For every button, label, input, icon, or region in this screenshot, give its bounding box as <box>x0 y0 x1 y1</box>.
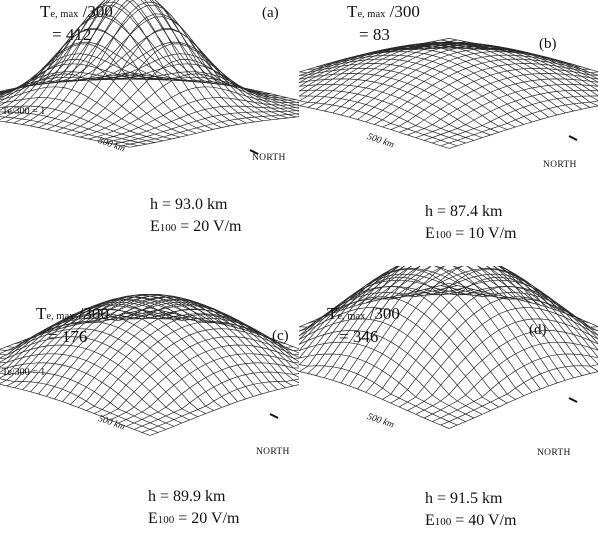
panel-b: Te, max /300 = 83 (b) 500 km NORTH h = 8… <box>299 0 598 266</box>
reference-level-c: Te/300 = 1 <box>2 367 45 378</box>
tmax-label-d: Te, max /300 = 346 <box>327 304 400 347</box>
surface-grid-line <box>0 369 158 433</box>
surface-grid-line <box>300 64 516 127</box>
surface-grid-line <box>441 91 598 146</box>
north-label-d: NORTH <box>537 448 571 458</box>
surface-grid-line <box>449 356 598 429</box>
surface-grid-line <box>316 42 532 109</box>
caption-c: h = 89.9 km E100 = 20 V/m <box>148 486 239 531</box>
tmax-label-a: Te, max /300 = 412 <box>40 2 113 45</box>
caption-b: h = 87.4 km E100 = 10 V/m <box>425 201 516 246</box>
panel-letter-a: (a) <box>262 5 279 22</box>
surface-grid-line <box>0 354 182 423</box>
surface-plot-b <box>299 0 598 200</box>
tmax-label-c: Te, max /300 = 176 <box>36 304 109 347</box>
surface-grid-line <box>358 43 574 111</box>
surface-grid-line <box>408 319 598 411</box>
tmax-value-c: = 176 <box>36 327 109 347</box>
field-d: E100 = 40 V/m <box>425 510 516 533</box>
caption-d: h = 91.5 km E100 = 40 V/m <box>425 488 516 533</box>
north-label-a: NORTH <box>252 153 286 163</box>
tmax-value-a: = 412 <box>40 25 113 45</box>
altitude-b: h = 87.4 km <box>425 201 516 223</box>
surface-grid-line <box>441 353 598 426</box>
tmax-label-b: Te, max /300 = 83 <box>347 2 420 45</box>
panel-letter-c: (c) <box>272 328 289 345</box>
north-arrow-icon <box>569 398 577 402</box>
panel-c: Te, max /300 = 176 (c) Te/300 = 1 500 km… <box>0 266 299 532</box>
surface-grid-line <box>324 43 540 111</box>
surface-grid-line <box>391 297 598 403</box>
tmax-value-b: = 83 <box>347 25 420 45</box>
north-label-c: NORTH <box>256 447 290 457</box>
caption-a: h = 93.0 km E100 = 20 V/m <box>150 194 241 239</box>
north-arrow-icon <box>569 136 577 140</box>
field-c: E100 = 20 V/m <box>148 508 239 531</box>
altitude-c: h = 89.9 km <box>148 486 239 508</box>
surface-grid-line <box>102 337 299 417</box>
surface-grid-line <box>80 74 296 137</box>
altitude-d: h = 91.5 km <box>425 488 516 510</box>
panel-letter-d: (d) <box>529 322 547 339</box>
surface-grid-line <box>97 98 299 141</box>
surface-plot-c <box>0 266 299 466</box>
panel-a: Te, max /300 = 412 (a) Te/300 = 1 500 km… <box>0 0 299 266</box>
surface-plot-d <box>299 266 598 466</box>
north-label-b: NORTH <box>543 160 577 170</box>
reference-level-a: Te/300 = 1 <box>2 106 45 117</box>
field-b: E100 = 10 V/m <box>425 223 516 246</box>
field-a: E100 = 20 V/m <box>150 216 241 239</box>
surface-grid-line <box>399 44 598 103</box>
tmax-value-d: = 346 <box>327 327 400 347</box>
panel-letter-b: (b) <box>539 36 557 53</box>
north-arrow-icon <box>270 414 278 418</box>
altitude-a: h = 93.0 km <box>150 194 241 216</box>
surface-grid-line <box>299 342 474 418</box>
surface-grid-line <box>424 342 598 418</box>
panel-d: Te, max /300 = 346 (d) 500 km NORTH h = … <box>299 266 598 532</box>
surface-grid-line <box>142 369 299 433</box>
